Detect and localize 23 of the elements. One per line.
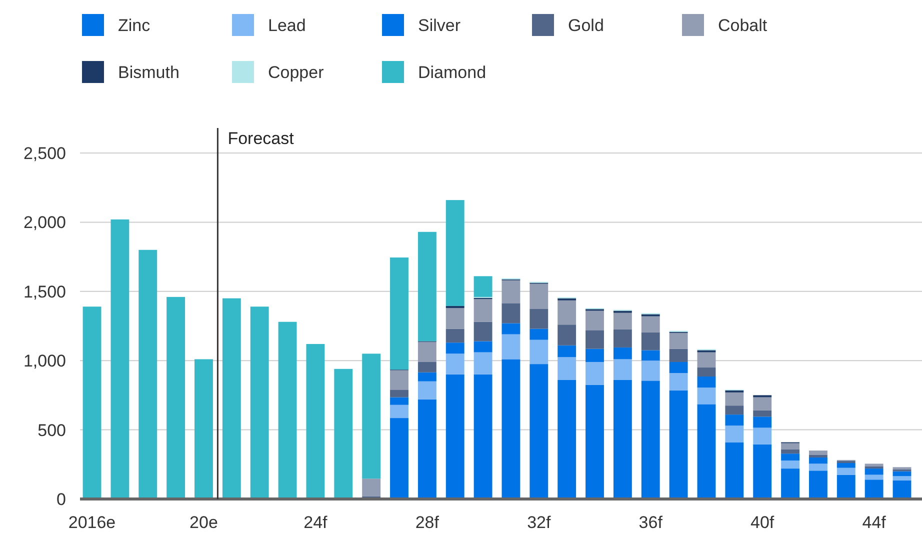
x-tick-label: 40f [750, 513, 774, 532]
ref-line-label: Forecast [228, 129, 294, 148]
y-tick-label: 2,000 [23, 213, 66, 232]
x-tick-label: 2016e [68, 513, 116, 532]
legend-label: Cobalt [718, 16, 768, 35]
legend-label: Zinc [118, 16, 151, 35]
x-tick-label: 32f [527, 513, 551, 532]
legend-label: Gold [568, 16, 604, 35]
legend-label: Copper [268, 63, 324, 82]
legend-label: Diamond [418, 63, 486, 82]
legend-label: Silver [418, 16, 461, 35]
x-tick-label: 28f [415, 513, 440, 532]
x-tick-label: 36f [638, 513, 663, 532]
y-tick-label: 500 [38, 420, 66, 440]
x-tick-label: 44f [862, 513, 886, 532]
y-tick-label: 0 [56, 490, 66, 509]
legend-label: Lead [268, 16, 306, 35]
y-tick-label: 1,500 [23, 282, 66, 302]
legend-label: Bismuth [118, 63, 180, 82]
y-tick-label: 2,500 [23, 144, 66, 163]
y-tick-label: 1,000 [23, 352, 66, 371]
x-tick-label: 20e [190, 513, 218, 532]
x-tick-label: 24f [304, 513, 328, 532]
